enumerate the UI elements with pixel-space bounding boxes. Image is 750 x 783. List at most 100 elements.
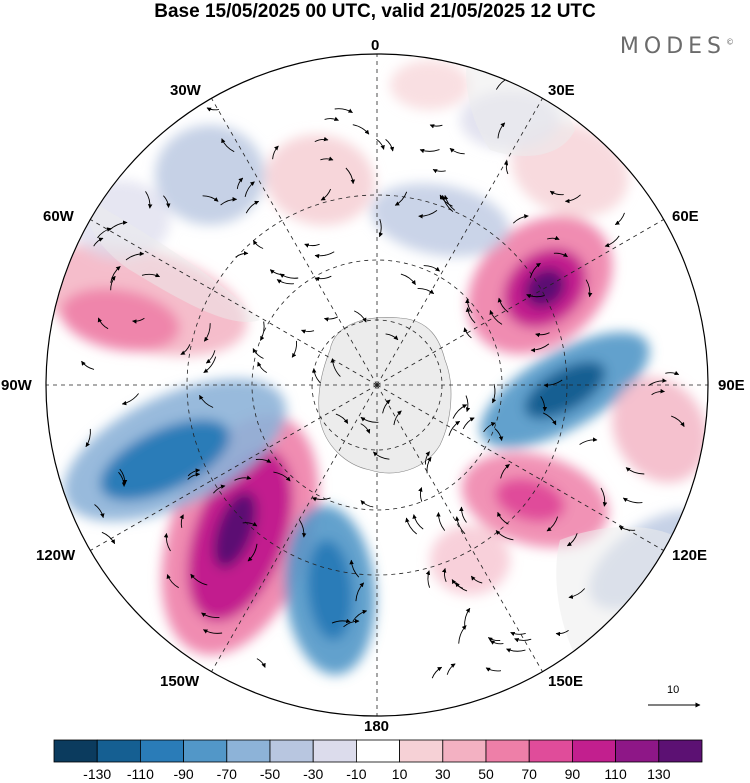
streamline-arrow	[376, 138, 385, 150]
streamline-arrow	[97, 227, 112, 239]
streamline-arrow	[206, 107, 219, 112]
streamline-arrow	[470, 575, 483, 584]
streamline-arrow	[393, 410, 402, 426]
streamline-arrow	[604, 235, 620, 248]
lon-label-120e: 120E	[672, 547, 708, 564]
streamline-arrow	[665, 370, 680, 376]
streamline-arrow	[180, 344, 191, 355]
colorbar-swatch	[615, 739, 660, 763]
streamline-arrow	[546, 516, 559, 532]
colorbar-tick-label: -110	[126, 766, 154, 782]
streamline-arrow	[94, 504, 105, 519]
streamline-arrow	[510, 631, 526, 637]
streamline-arrow	[432, 168, 446, 174]
streamline-arrow	[378, 218, 384, 238]
streamline-arrow	[514, 638, 532, 643]
streamline-arrow	[199, 394, 214, 408]
streamline-arrow	[213, 484, 226, 494]
colorbar-swatch	[96, 739, 141, 763]
streamline-arrow	[187, 468, 201, 477]
colorbar-tick-label: -70	[216, 766, 237, 782]
lon-label-60w: 60W	[43, 208, 74, 225]
streamline-arrow	[291, 340, 298, 358]
streamline-arrow	[355, 582, 365, 602]
streamline-arrow	[203, 356, 217, 373]
streamline-arrow	[454, 516, 466, 535]
streamline-arrow	[252, 348, 264, 359]
streamline-arrow	[132, 317, 145, 324]
streamline-arrow	[360, 423, 371, 434]
streamline-arrow	[276, 279, 294, 285]
streamline-arrow	[436, 512, 446, 531]
streamline-arrow	[334, 108, 353, 113]
streamline-arrow	[483, 422, 496, 433]
streamline-arrow	[205, 350, 216, 364]
streamline-arrow	[625, 467, 645, 475]
streamline-arrow	[352, 124, 370, 135]
colorbar-swatch	[572, 739, 617, 763]
streamline-arrow	[600, 487, 608, 507]
streamline-arrow	[418, 487, 423, 502]
colorbar-swatch	[226, 739, 271, 763]
streamline-arrow	[273, 471, 291, 482]
wind-streamlines	[81, 77, 685, 679]
colorbar-swatch	[53, 739, 98, 763]
streamline-arrow	[506, 648, 526, 653]
streamline-arrow	[555, 630, 569, 637]
colorbar-tick-label: 110	[604, 766, 627, 782]
streamline-arrow	[425, 570, 431, 588]
streamline-arrow	[495, 530, 514, 541]
streamline-arrow	[465, 298, 473, 314]
streamline-arrow	[220, 197, 238, 206]
streamline-arrow	[671, 415, 685, 427]
streamline-arrow	[412, 514, 424, 530]
streamline-arrow	[651, 388, 665, 396]
streamline-arrow	[543, 412, 557, 426]
streamline-arrow	[256, 658, 266, 668]
colorbar-tick-label: 30	[435, 766, 451, 782]
streamline-arrow	[145, 191, 153, 209]
colorbar-swatch	[183, 739, 228, 763]
colorbar-swatch	[139, 739, 184, 763]
streamline-arrow	[485, 667, 502, 672]
streamline-arrow	[179, 514, 184, 528]
streamline-arrow	[101, 531, 116, 545]
streamline-arrow	[417, 287, 435, 295]
streamline-arrow	[93, 237, 104, 247]
streamline-arrow	[459, 506, 467, 523]
anomaly-field	[46, 54, 708, 716]
colorbar-swatch	[355, 739, 400, 763]
streamline-arrow	[125, 251, 145, 261]
colorbar-swatch	[658, 739, 703, 763]
streamline-arrow	[360, 500, 374, 508]
streamline-arrow	[330, 358, 341, 377]
streamline-arrow	[352, 609, 368, 622]
streamline-arrow	[530, 343, 550, 353]
colorbar-tick-label: 130	[647, 766, 671, 782]
streamline-arrow	[465, 395, 471, 413]
streamline-arrow	[439, 194, 453, 207]
streamline-arrow	[441, 567, 447, 582]
streamline-arrow	[449, 147, 465, 155]
streamline-arrow	[492, 383, 497, 404]
streamline-arrow	[418, 210, 438, 219]
lon-label-30e: 30E	[548, 82, 575, 99]
map-boundary	[45, 53, 709, 717]
streamline-arrow	[463, 327, 472, 339]
streamline-arrow	[301, 329, 315, 334]
streamline-arrow	[97, 317, 109, 330]
streamline-arrow	[141, 272, 161, 278]
streamline-arrow	[535, 332, 550, 338]
streamline-arrow	[489, 309, 503, 325]
streamline-arrow	[331, 618, 351, 624]
streamline-arrow	[349, 559, 360, 578]
colorbar-swatch	[312, 739, 357, 763]
streamline-arrow	[311, 497, 331, 502]
streamline-arrow	[405, 517, 417, 535]
lon-label-60e: 60E	[672, 208, 699, 225]
streamline-arrow	[512, 214, 529, 224]
streamline-arrow	[244, 181, 255, 197]
streamline-arrow	[529, 262, 541, 278]
streamline-arrow	[373, 451, 390, 460]
